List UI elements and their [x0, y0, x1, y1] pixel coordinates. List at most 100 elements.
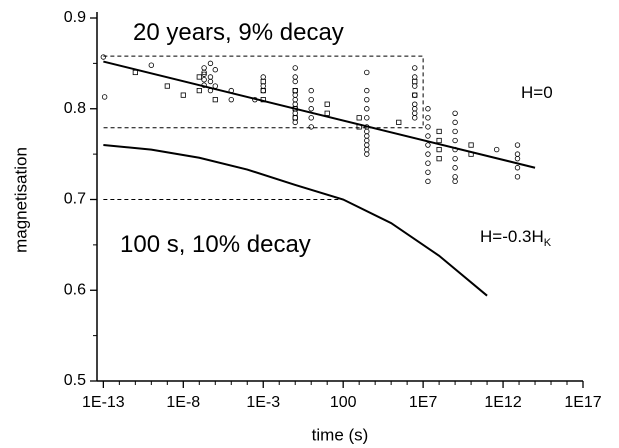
circle-point — [514, 142, 521, 148]
square-point — [180, 92, 186, 98]
circle-point — [207, 60, 214, 67]
square-point — [196, 74, 202, 80]
x-tick-label: 100 — [330, 394, 357, 411]
square-point — [436, 156, 442, 162]
square-point — [260, 88, 266, 94]
circle-point — [364, 87, 370, 94]
square-point — [396, 119, 402, 125]
circle-point — [452, 128, 458, 135]
circle-point — [514, 174, 521, 180]
square-point — [468, 142, 474, 148]
circle-point — [452, 155, 458, 162]
circle-point — [364, 146, 370, 153]
circle-point — [412, 106, 418, 112]
circle-point — [452, 178, 458, 185]
circle-point — [452, 119, 458, 126]
circle-point — [292, 92, 298, 98]
circle-point — [412, 83, 418, 89]
annotation-text: H=-0.3H — [480, 227, 544, 246]
annotation-text: 20 years, 9% decay — [133, 19, 344, 46]
circle-point — [425, 178, 431, 185]
dashed-line — [103, 55, 424, 129]
circle-point — [452, 174, 458, 180]
annotation-text: H=0 — [521, 83, 553, 102]
circle-point — [412, 115, 418, 121]
x-axis-label: time (s) — [312, 425, 369, 444]
square-point — [412, 92, 418, 98]
circle-point — [292, 74, 298, 80]
square-point — [292, 115, 298, 121]
circle-point — [364, 137, 370, 144]
circle-point — [308, 106, 314, 112]
circle-point — [364, 151, 370, 157]
circle-point — [412, 65, 418, 71]
circle-point — [425, 106, 431, 112]
circle-point — [201, 71, 207, 77]
square-point — [132, 69, 138, 76]
circle-point — [260, 83, 266, 89]
circle-point — [364, 133, 370, 139]
circle-point — [228, 96, 234, 103]
circle-point — [201, 77, 207, 83]
y-tick-label: 0.5 — [64, 372, 86, 389]
x-tick-label: 1E17 — [564, 394, 601, 411]
circle-point — [201, 69, 207, 76]
circle-point — [425, 151, 431, 157]
circle-point — [308, 96, 314, 103]
circle-point — [292, 96, 298, 103]
circle-point — [412, 110, 418, 116]
y-axis-label: magnetisation — [11, 147, 30, 253]
circle-point — [292, 110, 298, 116]
circle-point — [425, 160, 431, 166]
circle-point — [292, 115, 298, 121]
circle-point — [292, 78, 298, 85]
circle-point — [207, 74, 214, 80]
square-point — [436, 146, 442, 153]
x-tick-label: 1E-13 — [82, 394, 125, 411]
circle-point — [201, 65, 207, 71]
circle-point — [364, 69, 370, 76]
circle-point — [364, 106, 370, 112]
circle-point — [207, 78, 214, 85]
circle-point — [364, 142, 370, 148]
square-point — [436, 137, 442, 144]
circle-point — [425, 124, 431, 130]
circle-point — [514, 151, 521, 157]
square-point — [436, 128, 442, 135]
circle-point — [100, 54, 107, 60]
square-point — [212, 97, 218, 103]
y-tick-label: 0.7 — [64, 191, 86, 208]
circle-point — [364, 96, 370, 103]
circle-point — [452, 165, 458, 171]
circle-point — [148, 62, 155, 68]
circle-point — [425, 115, 431, 121]
annotation: H=0 — [521, 83, 553, 102]
circle-point — [292, 101, 298, 107]
square-point — [260, 78, 266, 85]
circle-point — [364, 128, 370, 135]
annotation-subscript: K — [544, 237, 552, 249]
circle-point — [514, 165, 521, 171]
circle-point — [412, 74, 418, 80]
circle-point — [292, 119, 298, 126]
circle-point — [212, 67, 218, 73]
curve — [103, 144, 488, 297]
x-tick-label: 1E7 — [409, 394, 438, 411]
circle-point — [260, 87, 266, 94]
circle-point — [260, 74, 266, 80]
annotation: 20 years, 9% decay — [133, 19, 344, 46]
square-point — [324, 101, 330, 107]
x-tick-label: 1E-8 — [166, 394, 200, 411]
y-tick-label: 0.9 — [64, 9, 86, 26]
square-point — [196, 88, 202, 94]
circle-point — [452, 110, 458, 116]
circle-point — [412, 92, 418, 98]
x-tick-label: 1E-3 — [246, 394, 280, 411]
circle-point — [425, 169, 431, 175]
annotation: H=-0.3HK — [480, 227, 552, 248]
square-point — [356, 115, 362, 121]
circle-point — [364, 115, 370, 121]
circle-point — [101, 94, 108, 100]
square-point — [292, 88, 298, 94]
